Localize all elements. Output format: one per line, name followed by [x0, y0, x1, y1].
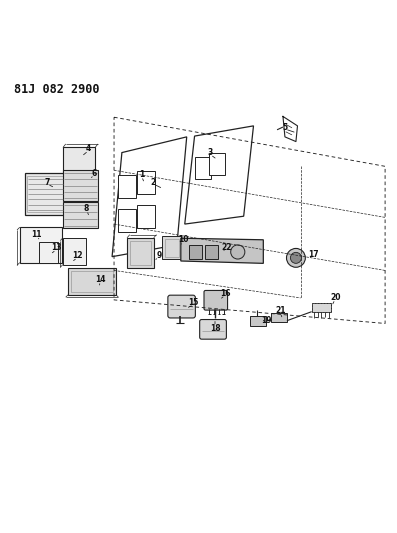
Bar — [63, 238, 86, 264]
Bar — [71, 271, 113, 292]
Bar — [39, 242, 58, 263]
Text: 8: 8 — [84, 204, 89, 213]
Text: 2: 2 — [151, 177, 156, 187]
Bar — [127, 238, 154, 269]
Text: 6: 6 — [92, 168, 97, 177]
Text: 1: 1 — [139, 169, 144, 179]
Text: 5: 5 — [282, 123, 287, 132]
Bar — [195, 157, 212, 179]
Text: 17: 17 — [308, 250, 318, 259]
Bar — [250, 316, 266, 326]
Text: 3: 3 — [208, 148, 213, 157]
Bar — [130, 241, 150, 265]
Text: 22: 22 — [222, 243, 232, 252]
FancyBboxPatch shape — [168, 295, 195, 318]
Text: 7: 7 — [44, 177, 50, 187]
Bar — [25, 173, 66, 215]
Bar — [63, 170, 98, 200]
Bar — [271, 313, 287, 322]
Circle shape — [231, 245, 245, 259]
Text: 20: 20 — [330, 293, 341, 302]
Bar — [165, 239, 179, 257]
Bar — [312, 303, 331, 312]
Bar — [63, 203, 98, 228]
Text: 12: 12 — [72, 251, 83, 260]
Text: 14: 14 — [95, 274, 106, 284]
Polygon shape — [181, 238, 263, 263]
Text: 4: 4 — [86, 144, 91, 153]
Text: 11: 11 — [31, 230, 42, 239]
Text: 16: 16 — [220, 289, 231, 298]
Text: 81J 082 2900: 81J 082 2900 — [14, 83, 99, 95]
Bar — [27, 176, 64, 212]
Text: 9: 9 — [156, 251, 162, 260]
Text: 21: 21 — [275, 306, 285, 315]
Bar — [205, 245, 218, 259]
Circle shape — [291, 252, 301, 263]
Bar — [312, 303, 331, 312]
Bar — [68, 268, 116, 295]
Bar — [137, 171, 155, 194]
Bar — [209, 152, 225, 175]
Text: 18: 18 — [210, 324, 220, 333]
Bar — [118, 175, 136, 198]
Text: 10: 10 — [178, 235, 189, 244]
Bar — [189, 245, 202, 259]
Text: 19: 19 — [261, 316, 271, 325]
Bar — [137, 205, 155, 228]
FancyBboxPatch shape — [200, 319, 226, 339]
Text: 15: 15 — [189, 298, 199, 307]
Bar — [20, 227, 62, 263]
Bar — [63, 148, 95, 174]
FancyBboxPatch shape — [204, 290, 227, 310]
Circle shape — [287, 248, 305, 267]
Bar — [162, 236, 181, 260]
Text: 13: 13 — [51, 243, 62, 252]
Bar — [118, 209, 136, 232]
